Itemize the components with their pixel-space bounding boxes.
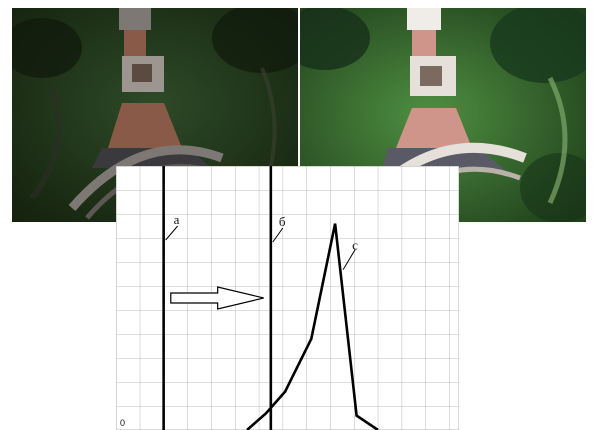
stone-arc <box>68 145 224 211</box>
brick-stairs <box>108 103 182 148</box>
grid-diagram: а б с 0 <box>116 166 459 430</box>
brick-stairs <box>396 108 472 148</box>
tree-cluster <box>490 8 586 83</box>
line-b-label: б <box>279 214 286 229</box>
curve-c-leader <box>342 249 356 270</box>
curved-path <box>29 87 62 200</box>
tower-top <box>407 8 441 30</box>
tower-block <box>124 30 146 60</box>
line-a-label: а <box>174 212 180 227</box>
tree-cluster <box>300 8 370 70</box>
grid-diagram-svg: а б с 0 <box>116 166 459 430</box>
aerial-photo-original <box>12 8 298 222</box>
curve-c-label: с <box>352 238 358 253</box>
shift-arrow <box>170 286 264 310</box>
tower-top <box>119 8 151 30</box>
curved-path <box>547 76 568 205</box>
origin-label: 0 <box>120 418 125 428</box>
tree-shadow <box>212 8 298 73</box>
tower-roof <box>420 66 442 86</box>
tree-shadow <box>12 18 82 78</box>
line-a-leader <box>165 225 179 241</box>
tower-roof <box>132 64 152 82</box>
tree-cluster <box>520 153 586 222</box>
tower-block <box>412 30 436 60</box>
grid-background <box>116 166 459 430</box>
curve-c <box>246 223 379 430</box>
line-b-leader <box>272 227 284 243</box>
